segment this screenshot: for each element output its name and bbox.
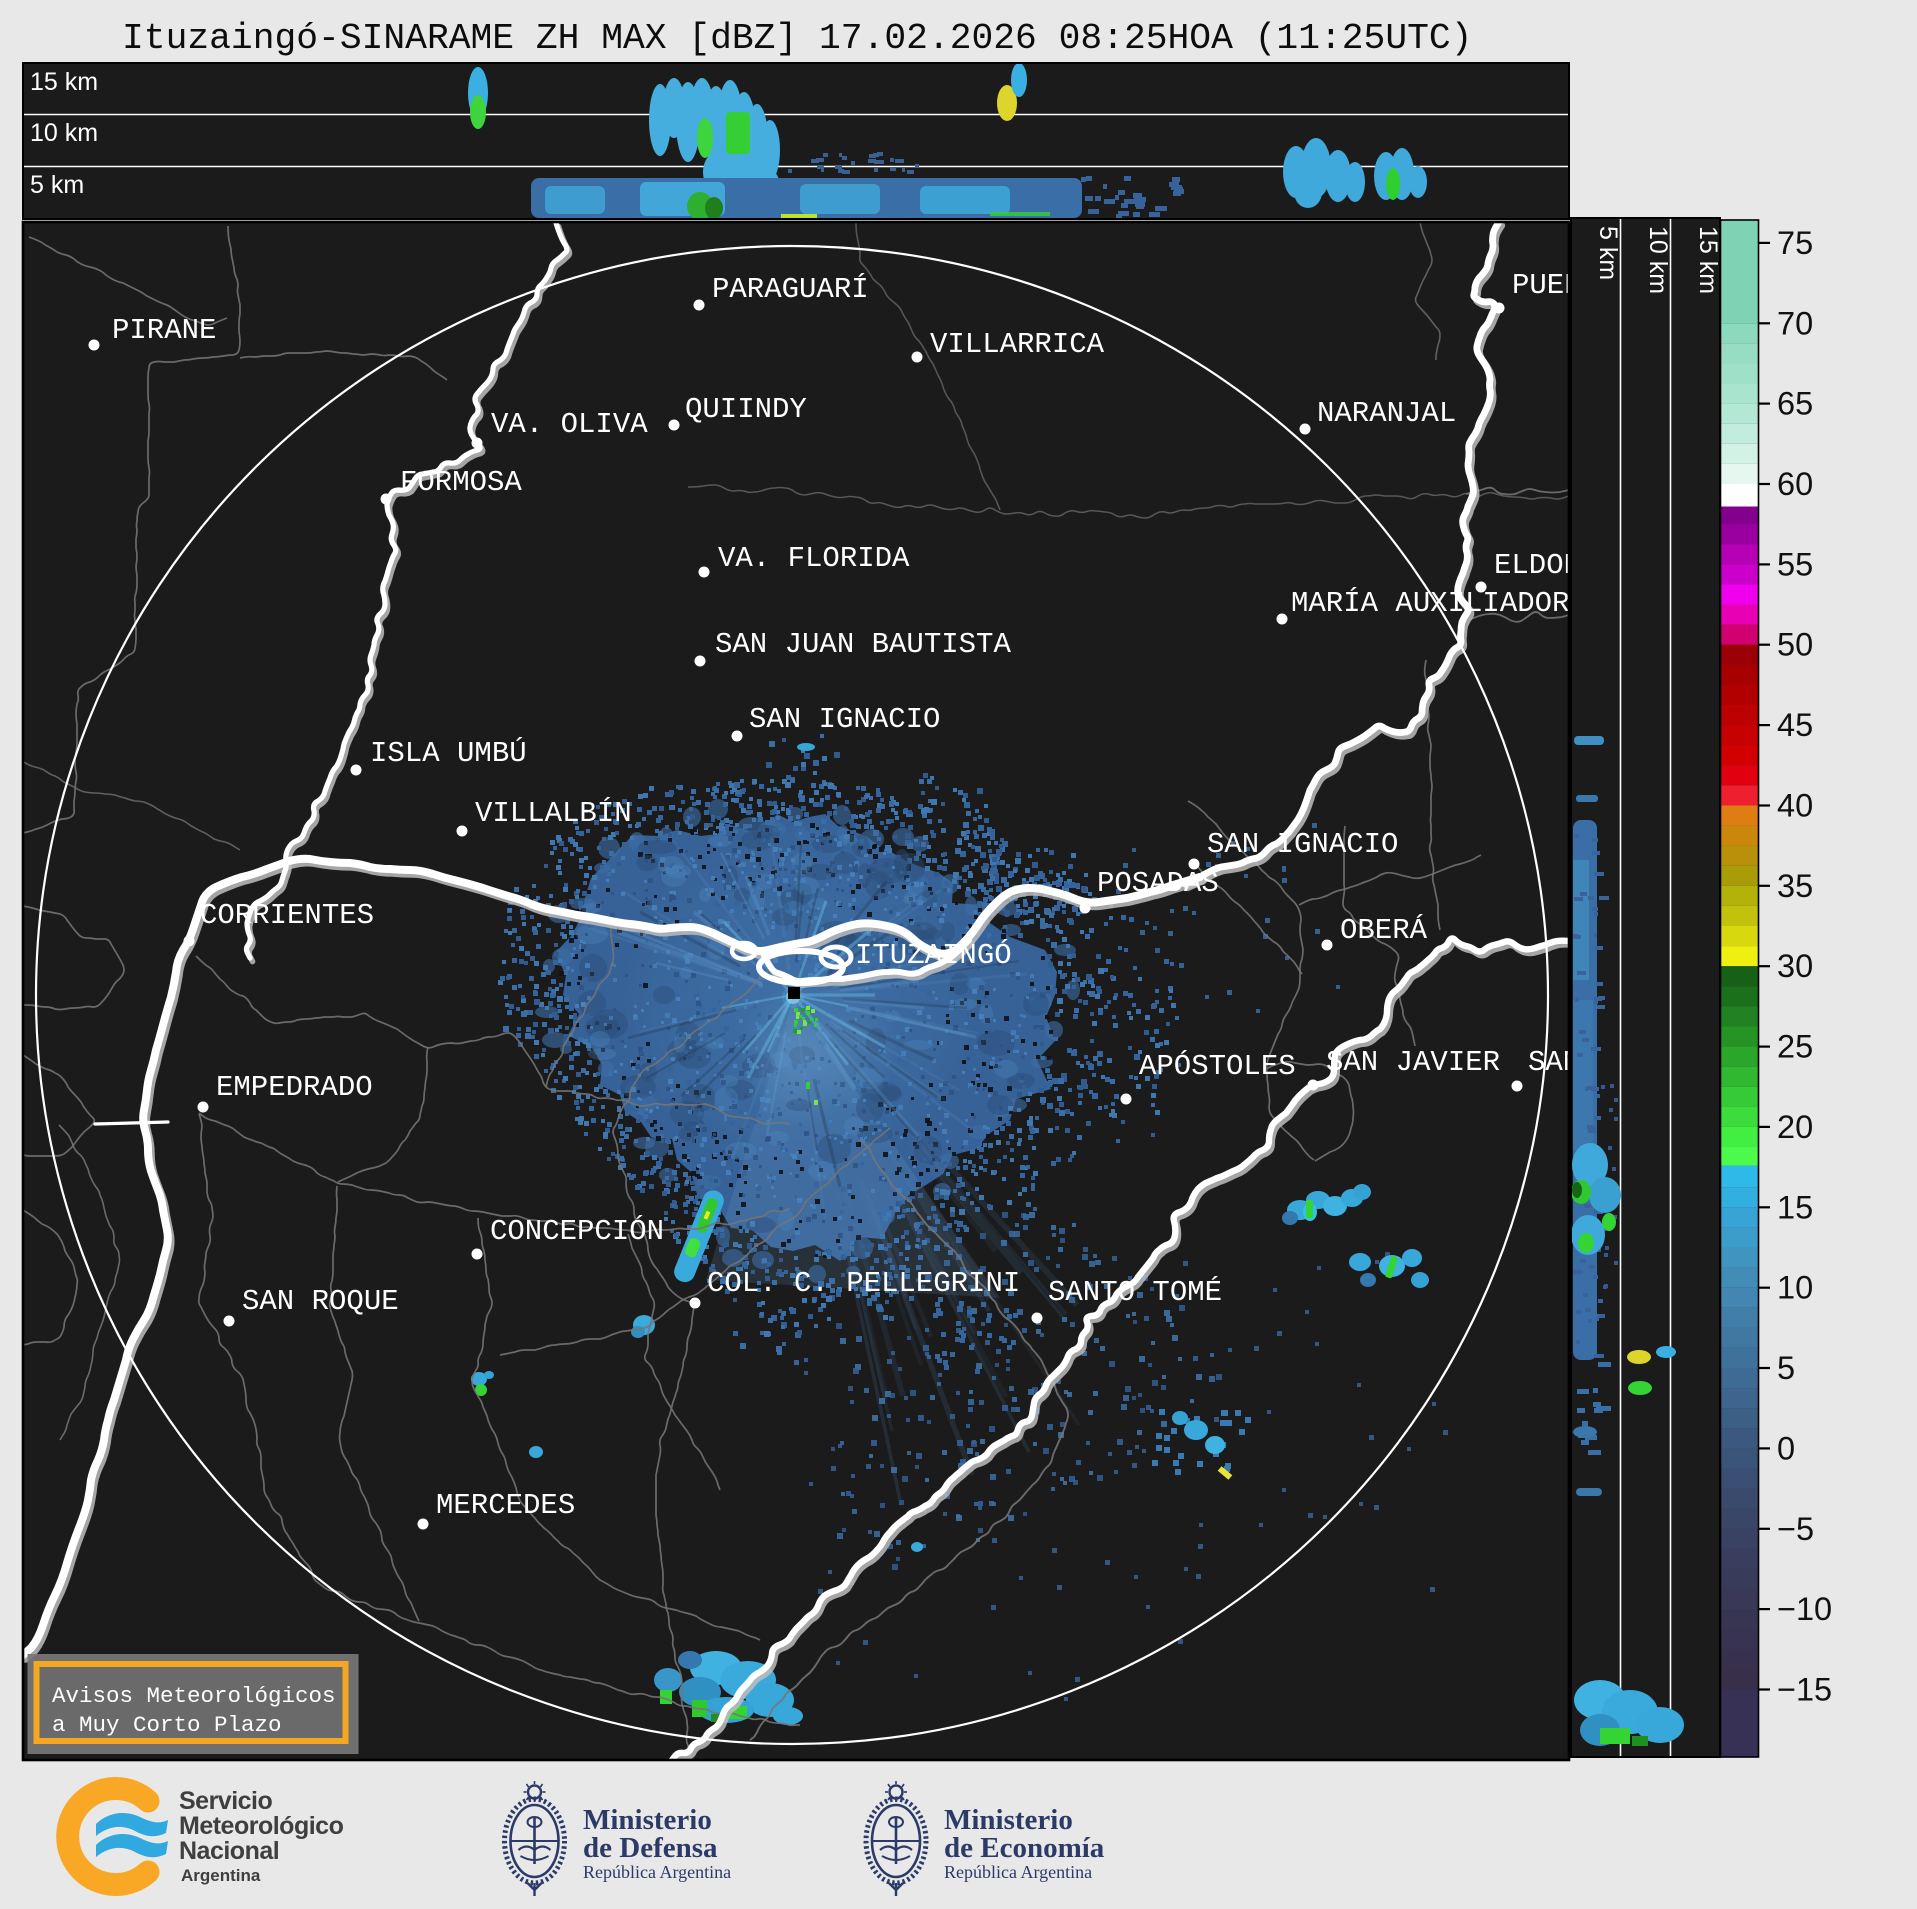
svg-text:Ministerio: Ministerio [944,1804,1073,1836]
svg-text:Argentina: Argentina [181,1866,261,1885]
svg-text:SAN JAVIER: SAN JAVIER [1326,1046,1500,1079]
svg-text:25: 25 [1777,1029,1813,1065]
svg-text:COL. C. PELLEGRINI: COL. C. PELLEGRINI [707,1267,1020,1300]
svg-text:30: 30 [1777,948,1813,984]
svg-text:POSADAS: POSADAS [1097,867,1219,900]
svg-text:55: 55 [1777,546,1813,582]
svg-text:de Economía: de Economía [944,1832,1105,1864]
svg-text:15 km: 15 km [1694,226,1722,294]
svg-text:10: 10 [1777,1270,1813,1306]
svg-text:SANTO TOMÉ: SANTO TOMÉ [1048,1275,1222,1309]
svg-text:Meteorológico: Meteorológico [179,1812,344,1840]
svg-text:−15: −15 [1777,1672,1832,1708]
svg-text:75: 75 [1777,225,1813,261]
svg-text:35: 35 [1777,868,1813,904]
svg-text:Avisos Meteorológicos: Avisos Meteorológicos [52,1683,336,1709]
svg-text:SAN ROQUE: SAN ROQUE [242,1285,399,1318]
svg-text:VA. FLORIDA: VA. FLORIDA [718,542,910,575]
svg-text:ISLA UMBÚ: ISLA UMBÚ [370,736,527,770]
svg-text:45: 45 [1777,707,1813,743]
svg-text:SANTO: SANTO [1528,1046,1615,1079]
svg-text:PUERTO: PUERTO [1512,269,1616,302]
svg-text:CONCEPCIÓN: CONCEPCIÓN [490,1214,664,1248]
svg-text:5 km: 5 km [30,171,84,199]
svg-text:MERCEDES: MERCEDES [436,1489,575,1522]
svg-text:NARANJAL: NARANJAL [1317,397,1456,430]
svg-text:PARAGUARÍ: PARAGUARÍ [712,272,869,306]
svg-text:65: 65 [1777,386,1813,422]
svg-text:−10: −10 [1777,1591,1832,1627]
svg-text:APÓSTOLES: APÓSTOLES [1139,1049,1296,1083]
svg-text:Ituzaingó-SINARAME ZH MAX [dBZ: Ituzaingó-SINARAME ZH MAX [dBZ] 17.02.20… [122,18,1472,59]
svg-text:VA. OLIVA: VA. OLIVA [491,408,648,441]
svg-text:PIRANE: PIRANE [112,314,216,347]
svg-text:40: 40 [1777,788,1813,824]
svg-text:−5: −5 [1777,1511,1814,1547]
svg-text:VILLALBÍN: VILLALBÍN [475,796,632,830]
svg-text:República Argentina: República Argentina [944,1862,1092,1882]
svg-text:0: 0 [1777,1430,1795,1466]
svg-text:15: 15 [1777,1189,1813,1225]
svg-text:50: 50 [1777,627,1813,663]
svg-text:EMPEDRADO: EMPEDRADO [216,1071,373,1104]
svg-text:a Muy Corto Plazo: a Muy Corto Plazo [52,1712,282,1738]
svg-text:Servicio: Servicio [179,1787,273,1815]
svg-text:CORRIENTES: CORRIENTES [200,899,374,932]
svg-text:Nacional: Nacional [179,1837,279,1865]
svg-text:VILLARRICA: VILLARRICA [930,328,1105,361]
svg-text:República Argentina: República Argentina [583,1862,731,1882]
svg-text:ELDORADO: ELDORADO [1494,549,1633,582]
svg-text:OBERÁ: OBERÁ [1340,913,1428,947]
svg-text:MARÍA AUXILIADORA: MARÍA AUXILIADORA [1291,586,1587,620]
svg-text:Ministerio: Ministerio [583,1804,712,1836]
svg-text:5: 5 [1777,1350,1795,1386]
svg-text:10 km: 10 km [1644,226,1672,294]
svg-text:10 km: 10 km [30,119,98,147]
svg-text:70: 70 [1777,305,1813,341]
svg-text:QUIINDY: QUIINDY [685,393,807,426]
svg-text:SAN JUAN BAUTISTA: SAN JUAN BAUTISTA [715,628,1011,661]
svg-text:de Defensa: de Defensa [583,1832,718,1864]
svg-text:SAN IGNACIO: SAN IGNACIO [749,703,940,736]
svg-text:5 km: 5 km [1594,226,1622,280]
svg-text:SAN IGNACIO: SAN IGNACIO [1207,828,1398,861]
svg-text:FORMOSA: FORMOSA [400,466,522,499]
svg-text:ITUZAINGÓ: ITUZAINGÓ [855,938,1012,972]
svg-text:60: 60 [1777,466,1813,502]
svg-text:15 km: 15 km [30,68,98,96]
svg-text:20: 20 [1777,1109,1813,1145]
